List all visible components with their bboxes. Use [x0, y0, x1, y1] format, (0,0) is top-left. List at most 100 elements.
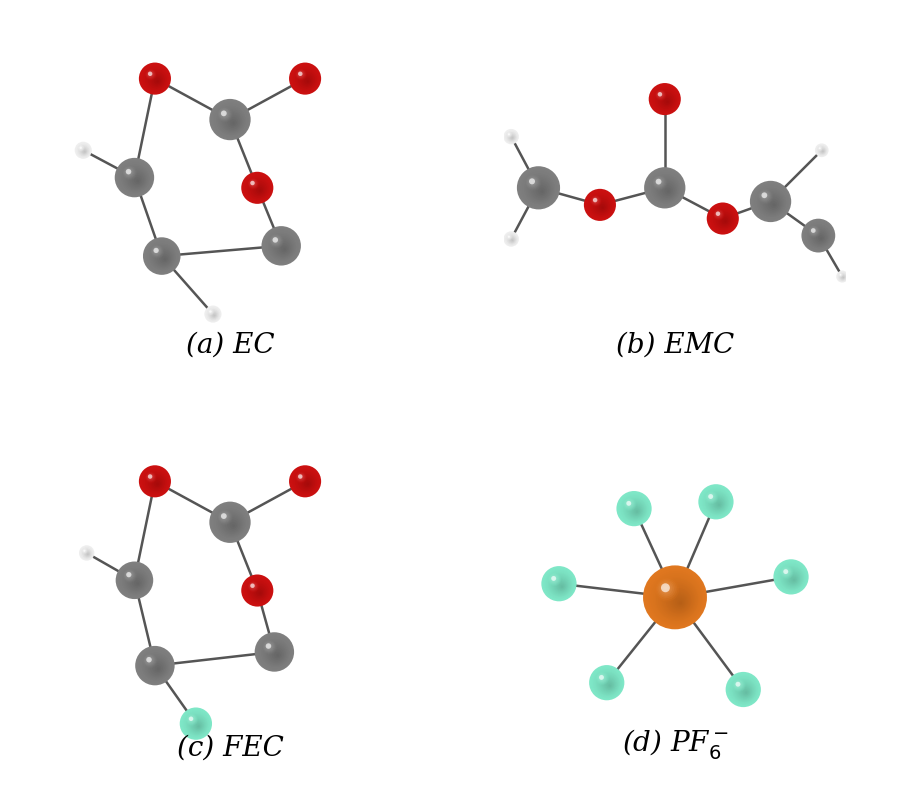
Circle shape	[253, 586, 265, 598]
Circle shape	[548, 574, 572, 596]
Circle shape	[737, 683, 753, 699]
Circle shape	[662, 585, 669, 591]
Circle shape	[660, 94, 673, 107]
Circle shape	[599, 204, 605, 210]
Circle shape	[840, 274, 842, 275]
Circle shape	[841, 275, 845, 279]
Circle shape	[298, 71, 302, 76]
Circle shape	[656, 90, 675, 110]
Circle shape	[717, 213, 731, 227]
Circle shape	[559, 584, 565, 589]
Circle shape	[503, 231, 519, 246]
Circle shape	[505, 130, 518, 143]
Circle shape	[149, 244, 176, 270]
Circle shape	[119, 565, 151, 597]
Circle shape	[840, 274, 846, 280]
Circle shape	[601, 206, 605, 209]
Circle shape	[528, 177, 538, 187]
Circle shape	[153, 77, 161, 85]
Circle shape	[821, 149, 824, 153]
Circle shape	[82, 150, 86, 154]
Circle shape	[657, 91, 664, 98]
Circle shape	[222, 514, 243, 534]
Circle shape	[551, 575, 570, 595]
Circle shape	[509, 134, 515, 141]
Circle shape	[711, 207, 736, 231]
Circle shape	[815, 233, 825, 242]
Circle shape	[150, 244, 164, 258]
Circle shape	[503, 129, 519, 144]
Circle shape	[126, 571, 147, 592]
Circle shape	[296, 472, 306, 482]
Circle shape	[636, 510, 638, 513]
Circle shape	[509, 134, 510, 135]
Circle shape	[217, 106, 233, 122]
Circle shape	[191, 719, 204, 732]
Circle shape	[268, 646, 270, 647]
Circle shape	[291, 65, 319, 94]
Circle shape	[769, 200, 777, 209]
Circle shape	[785, 570, 787, 574]
Circle shape	[242, 574, 273, 606]
Circle shape	[211, 503, 250, 542]
Circle shape	[773, 204, 775, 206]
Circle shape	[148, 658, 166, 677]
Circle shape	[653, 177, 665, 188]
Circle shape	[84, 151, 85, 153]
Circle shape	[555, 580, 567, 592]
Circle shape	[511, 239, 513, 242]
Circle shape	[592, 197, 611, 216]
Circle shape	[126, 571, 133, 578]
Circle shape	[622, 496, 648, 522]
Circle shape	[76, 142, 91, 158]
Circle shape	[82, 549, 86, 553]
Circle shape	[713, 209, 724, 220]
Circle shape	[717, 212, 719, 215]
Circle shape	[722, 218, 729, 224]
Circle shape	[151, 245, 163, 258]
Circle shape	[79, 546, 94, 561]
Circle shape	[710, 497, 725, 510]
Circle shape	[644, 167, 685, 209]
Circle shape	[625, 500, 645, 520]
Circle shape	[78, 146, 90, 156]
Circle shape	[281, 246, 287, 252]
Circle shape	[666, 100, 669, 103]
Circle shape	[740, 686, 751, 697]
Circle shape	[715, 210, 722, 218]
Circle shape	[152, 246, 175, 269]
Circle shape	[646, 170, 683, 206]
Circle shape	[180, 707, 212, 740]
Circle shape	[819, 147, 825, 154]
Circle shape	[771, 202, 776, 208]
Circle shape	[557, 582, 566, 590]
Circle shape	[746, 692, 748, 694]
Circle shape	[630, 505, 643, 517]
Circle shape	[782, 567, 803, 589]
Circle shape	[265, 642, 287, 664]
Circle shape	[816, 234, 824, 242]
Circle shape	[87, 553, 89, 555]
Circle shape	[508, 236, 510, 238]
Circle shape	[132, 578, 142, 587]
Circle shape	[252, 585, 266, 599]
Circle shape	[666, 189, 671, 194]
Circle shape	[809, 226, 819, 236]
Circle shape	[785, 571, 786, 573]
Circle shape	[818, 146, 823, 150]
Circle shape	[802, 218, 835, 253]
Circle shape	[229, 118, 237, 126]
Circle shape	[153, 663, 163, 674]
Circle shape	[123, 166, 136, 179]
Circle shape	[790, 576, 797, 583]
Circle shape	[757, 188, 786, 217]
Circle shape	[125, 168, 147, 190]
Circle shape	[263, 641, 275, 653]
Circle shape	[119, 162, 151, 194]
Circle shape	[508, 134, 516, 141]
Circle shape	[821, 150, 824, 153]
Circle shape	[164, 258, 166, 260]
Circle shape	[594, 198, 596, 202]
Circle shape	[213, 506, 248, 540]
Circle shape	[503, 231, 519, 246]
